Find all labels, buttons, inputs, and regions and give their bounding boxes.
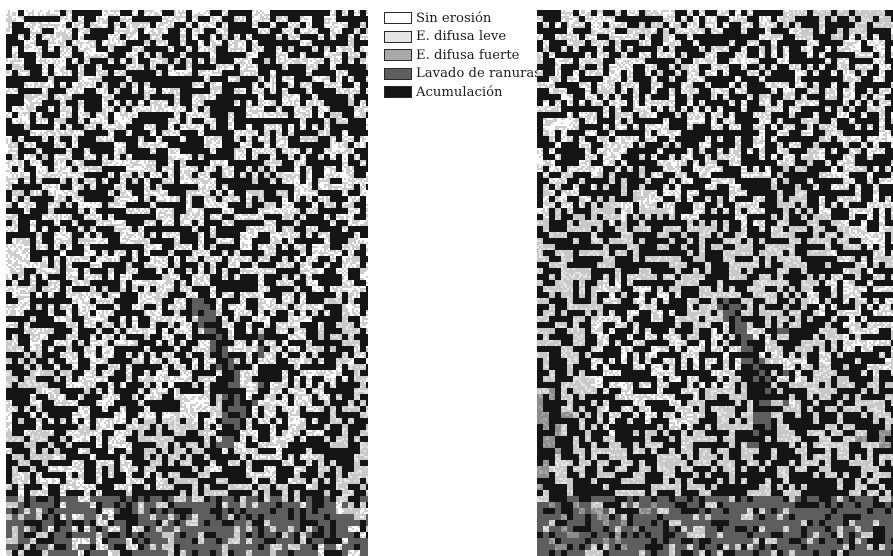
legend-swatch-acumulacion	[384, 86, 412, 99]
legend-item-lavado-ranuras: Lavado de ranuras	[384, 65, 541, 84]
legend-item-acumulacion: Acumulación	[384, 83, 534, 102]
legend-label: E. difusa fuerte	[416, 47, 520, 63]
map-legend: Sin erosión E. difusa leve E. difusa fue…	[384, 9, 541, 102]
erosion-map-left	[6, 10, 368, 556]
legend-swatch-difusa-leve	[384, 30, 412, 43]
erosion-raster-right	[537, 10, 893, 556]
legend-item-difusa-fuerte: E. difusa fuerte	[384, 46, 534, 65]
legend-label: E. difusa leve	[416, 29, 507, 45]
legend-swatch-sin-erosion	[384, 12, 412, 25]
legend-swatch-lavado-ranuras	[384, 67, 412, 80]
erosion-raster-left	[6, 10, 368, 556]
erosion-map-right	[537, 10, 893, 556]
legend-item-difusa-leve: E. difusa leve	[384, 28, 534, 47]
legend-label: Sin erosión	[416, 10, 492, 26]
legend-label: Lavado de ranuras	[416, 66, 542, 82]
legend-label: Acumulación	[416, 84, 503, 100]
legend-item-sin-erosion: Sin erosión	[384, 9, 534, 28]
legend-swatch-difusa-fuerte	[384, 49, 412, 62]
